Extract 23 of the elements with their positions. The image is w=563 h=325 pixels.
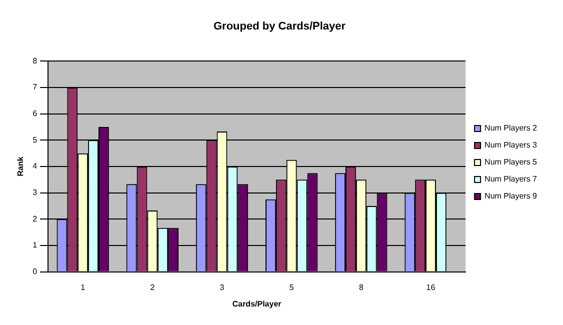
x-tick-label: 8 [358, 282, 364, 292]
y-tick-label: 5 [32, 135, 38, 144]
legend-label: Num Players 5 [484, 158, 538, 167]
x-tick-label: 2 [150, 282, 156, 292]
y-tick-label: 0 [32, 267, 38, 276]
x-tick-label: 5 [289, 282, 294, 292]
legend-label: Num Players 2 [484, 124, 538, 133]
legend-label: Num Players 7 [484, 174, 538, 184]
x-tick-label: 1 [80, 282, 86, 292]
y-tick-label: 7 [32, 82, 38, 92]
y-tick-label: 8 [32, 56, 38, 66]
chart-title: Grouped by Cards/Player [213, 20, 346, 33]
legend-label: Num Players 3 [484, 140, 538, 150]
y-tick-label: 1 [32, 240, 38, 250]
y-tick-label: 6 [32, 109, 38, 118]
legend-label: Num Players 9 [484, 192, 538, 201]
y-tick-label: 3 [32, 188, 38, 198]
y-tick-label: 4 [32, 162, 38, 171]
x-tick-label: 3 [220, 282, 225, 292]
y-axis-title: Rank [16, 156, 26, 176]
y-tick-label: 2 [32, 214, 38, 224]
x-axis-title: Cards/Player [232, 299, 282, 308]
x-tick-label: 16 [426, 282, 436, 292]
